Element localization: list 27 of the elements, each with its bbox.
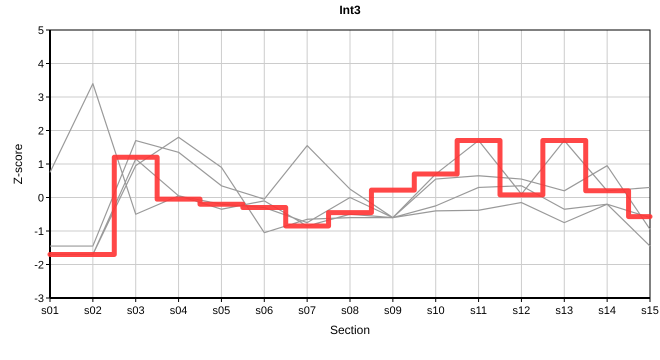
y-tick-label: -1 <box>34 226 44 238</box>
x-tick-label: s15 <box>641 305 659 317</box>
x-tick-label: s14 <box>598 305 616 317</box>
y-axis-title: Z-score <box>11 143 25 184</box>
y-tick-label: 4 <box>38 58 44 70</box>
y-tick-label: 0 <box>38 192 44 204</box>
y-tick-label: 3 <box>38 92 44 104</box>
x-tick-label: s08 <box>341 305 359 317</box>
chart-title: Int3 <box>339 3 361 17</box>
x-tick-label: s11 <box>470 305 488 317</box>
x-tick-label: s02 <box>84 305 102 317</box>
x-tick-label: s12 <box>512 305 530 317</box>
x-tick-label: s05 <box>212 305 230 317</box>
x-tick-label: s01 <box>41 305 59 317</box>
y-tick-label: 5 <box>38 24 44 37</box>
x-tick-label: s03 <box>126 305 145 317</box>
x-tick-label: s10 <box>426 305 445 317</box>
x-axis-title: Section <box>330 323 370 337</box>
y-tick-label: -3 <box>34 292 44 305</box>
y-tick-label: 1 <box>38 158 44 171</box>
x-tick-label: s04 <box>170 305 188 317</box>
x-tick-label: s09 <box>384 305 402 317</box>
y-tick-label: -2 <box>34 259 44 272</box>
y-tick-label: 2 <box>38 125 44 138</box>
x-tick-label: s07 <box>298 305 316 317</box>
x-tick-label: s06 <box>255 305 274 317</box>
x-tick-label: s13 <box>555 305 574 317</box>
